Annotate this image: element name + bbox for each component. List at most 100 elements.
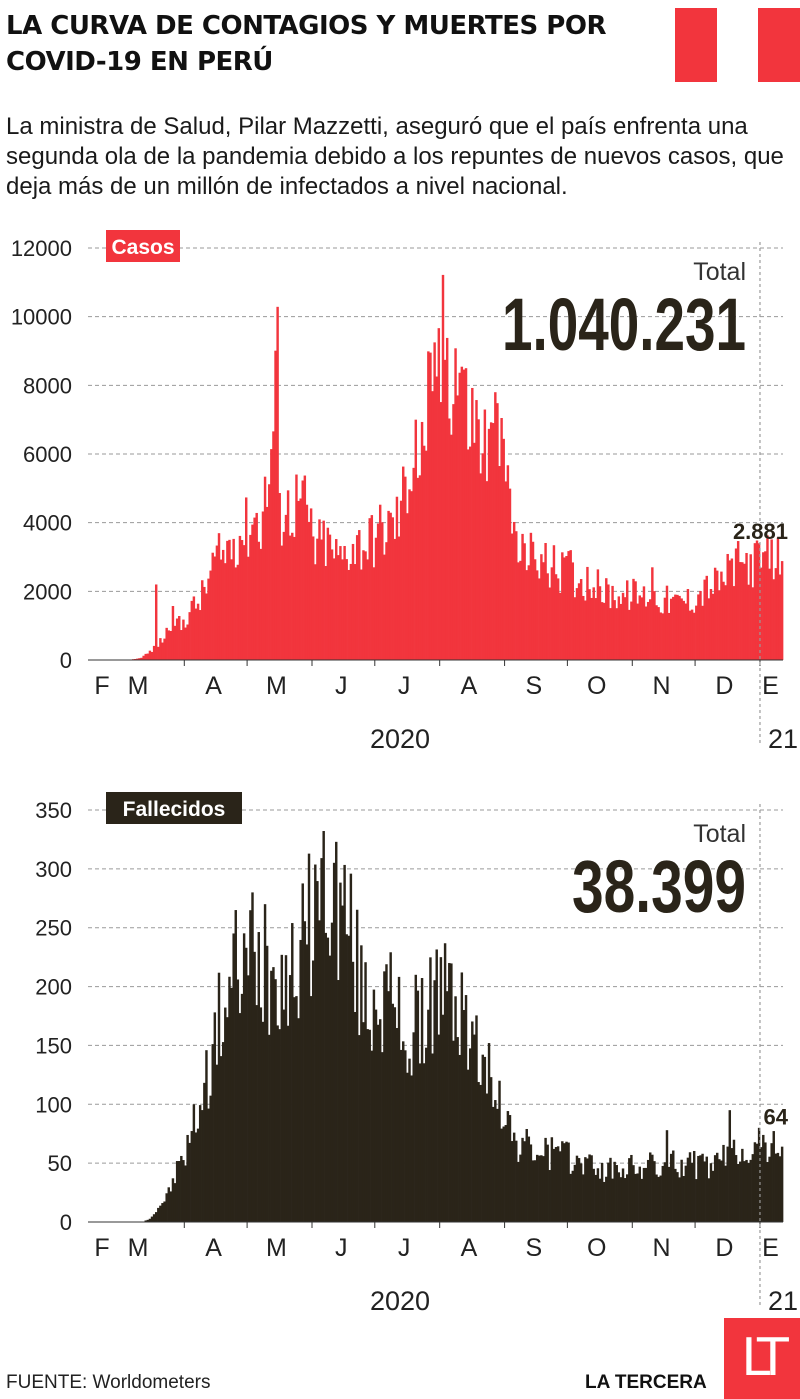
bar [749, 554, 752, 660]
bar [699, 1155, 702, 1222]
bar [192, 1104, 196, 1222]
bar [770, 1143, 773, 1222]
bar [144, 1220, 147, 1222]
bar [707, 598, 711, 660]
bar [711, 593, 715, 660]
bar [466, 449, 470, 660]
bar [353, 1012, 357, 1222]
bar [588, 1154, 591, 1222]
bar [697, 594, 700, 660]
bar [150, 1216, 154, 1222]
bar [736, 1163, 740, 1222]
bar [226, 1017, 229, 1222]
bar [602, 602, 606, 660]
total-value: 38.399 [572, 845, 746, 928]
bar [649, 599, 652, 660]
bar [623, 1178, 627, 1222]
bar [519, 1154, 522, 1222]
bar [391, 1003, 394, 1222]
bar [594, 1174, 598, 1222]
bar [682, 1176, 685, 1222]
bar [770, 539, 773, 660]
bar [259, 548, 263, 660]
bar [217, 972, 221, 1222]
bar [207, 578, 210, 660]
bar [422, 1063, 426, 1222]
bar [171, 1178, 175, 1222]
y-tick-label: 200 [35, 975, 72, 1000]
bar [335, 841, 338, 1222]
bar [651, 1154, 654, 1222]
bar [686, 1157, 690, 1222]
bar [161, 642, 164, 660]
bar [492, 423, 495, 660]
bar [167, 1187, 170, 1222]
bar [171, 606, 175, 660]
bar [525, 570, 528, 660]
footer-source: FUENTE: Worldometers [6, 1372, 211, 1393]
x-month-label: N [653, 672, 671, 700]
bar [684, 1165, 688, 1222]
bar [364, 551, 367, 660]
bar [600, 602, 604, 660]
series-badge-label: Fallecidos [123, 798, 226, 821]
bar [736, 541, 740, 660]
bar [198, 1105, 202, 1222]
bar [619, 603, 623, 660]
bar [249, 534, 252, 660]
bar [345, 934, 348, 1222]
bar [485, 481, 489, 660]
bar [613, 600, 616, 660]
bar [709, 588, 713, 660]
bar [751, 1154, 755, 1222]
bar [452, 404, 455, 660]
bar [247, 556, 250, 660]
bar [362, 1022, 365, 1222]
bar [745, 552, 748, 660]
bar [552, 1148, 556, 1222]
bar [343, 545, 346, 660]
bar [741, 1148, 744, 1222]
bar [494, 1100, 497, 1222]
bar [268, 1034, 271, 1222]
bar [667, 1166, 671, 1222]
bar [228, 976, 231, 1222]
bar [286, 490, 290, 660]
bar [665, 1130, 669, 1222]
bar [720, 1160, 723, 1222]
bar [207, 1108, 210, 1222]
bar [320, 858, 323, 1222]
bar [496, 403, 499, 660]
bar [605, 1176, 608, 1222]
bar [720, 571, 723, 660]
bar [487, 428, 491, 660]
bar [586, 566, 589, 660]
bar [412, 467, 415, 660]
total-caption: Total [693, 258, 746, 286]
bar [203, 1082, 206, 1222]
bar [567, 551, 570, 660]
bar [188, 1142, 191, 1222]
bar [538, 578, 541, 660]
bar [410, 1075, 413, 1222]
bar [288, 975, 292, 1222]
bar [577, 583, 581, 660]
bar [527, 1136, 531, 1222]
bar [640, 597, 644, 660]
bar [203, 586, 206, 660]
bar [184, 627, 187, 660]
bar [458, 372, 461, 660]
bar [688, 610, 692, 660]
bar [245, 497, 248, 660]
bar [445, 337, 449, 660]
bar [552, 545, 556, 660]
bar [196, 1128, 200, 1222]
bar [600, 1162, 604, 1222]
bar [575, 1155, 579, 1222]
bar [705, 1156, 708, 1222]
bar [757, 543, 761, 660]
bar [778, 1156, 782, 1222]
bar [464, 995, 468, 1222]
bar [186, 624, 189, 660]
